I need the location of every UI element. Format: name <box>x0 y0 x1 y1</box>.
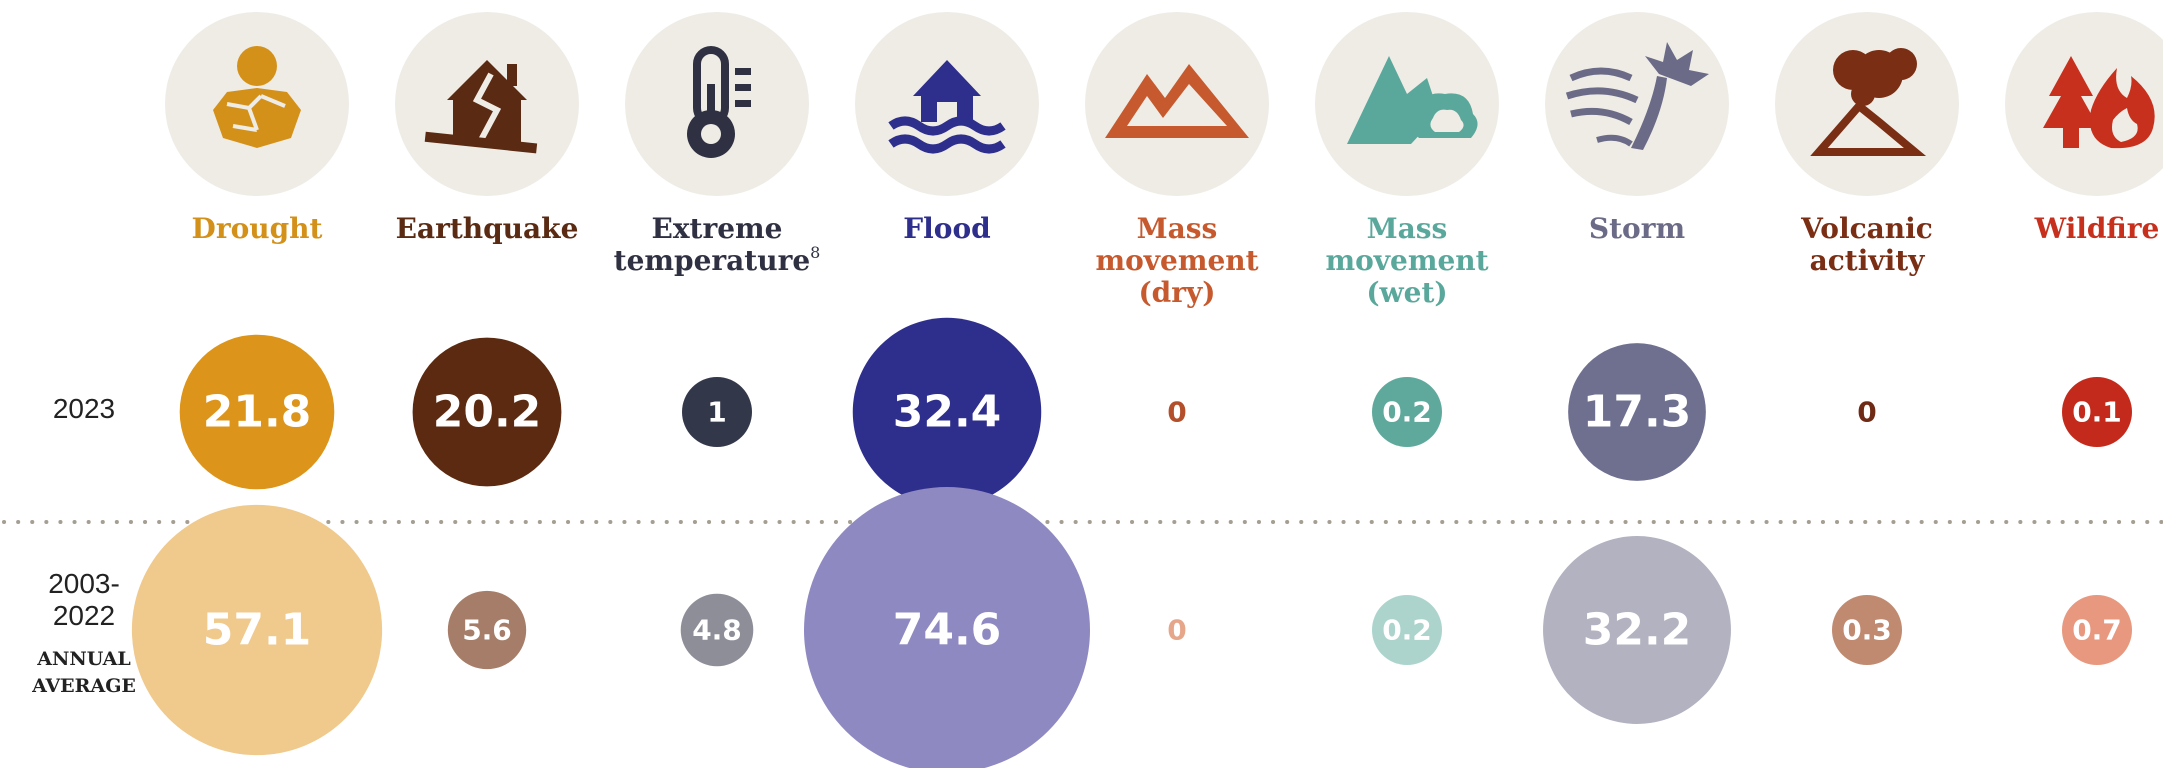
bubble-storm-0 <box>1568 343 1706 481</box>
hazard-label-mass-movement-dry: Mass movement (dry) <box>1095 212 1258 309</box>
bubble-value-flood-0: 32.4 <box>893 387 1002 438</box>
hazard-label-flood: Flood <box>903 212 990 245</box>
bubble-flood-0 <box>852 317 1042 507</box>
drought-icon <box>213 46 301 148</box>
bubble-extreme-temperature-1 <box>680 593 754 667</box>
bubble-value-mass-movement-dry-1: 0 <box>1167 614 1186 647</box>
hazard-label-drought: Drought <box>192 212 323 245</box>
bubble-value-mass-movement-wet-1: 0.2 <box>1382 614 1432 647</box>
hazard-label-storm: Storm <box>1589 212 1685 245</box>
flooded-house-icon <box>888 60 1006 154</box>
bubble-value-wildfire-0: 0.1 <box>2072 396 2122 429</box>
bubble-value-drought-0: 21.8 <box>203 387 312 438</box>
storm-wind-icon <box>1565 42 1709 150</box>
bubble-value-extreme-temperature-1: 4.8 <box>692 614 742 647</box>
row-label-0: 2023 <box>53 393 115 424</box>
bubbles: 21.8 20.2 1 32.4 0 0.2 17.3 0 0.1 57.1 5.6 4.8 74.6 0… <box>131 317 2132 768</box>
hazard-label-extreme-temperature: Extreme temperature8 <box>614 212 821 277</box>
bubble-value-volcanic-activity-1: 0.3 <box>1842 614 1892 647</box>
storm-icon-circle <box>1545 12 1729 196</box>
bubble-storm-1 <box>1543 536 1731 724</box>
bubble-value-storm-0: 17.3 <box>1583 387 1692 438</box>
row-sublabel-1: ANNUAL AVERAGE <box>31 648 136 697</box>
bubble-volcanic-activity-1 <box>1832 595 1902 665</box>
bubble-mass-movement-wet-0 <box>1372 377 1442 447</box>
bubble-value-drought-1: 57.1 <box>203 605 312 656</box>
bubble-earthquake-1 <box>447 590 527 670</box>
bubble-flood-1 <box>804 487 1090 768</box>
bubble-wildfire-1 <box>2062 595 2132 665</box>
bubble-value-wildfire-1: 0.7 <box>2072 614 2122 647</box>
bubble-mass-movement-wet-1 <box>1372 595 1442 665</box>
hazard-labels: Drought Earthquake Extreme temperature8 Floo… <box>192 212 2160 309</box>
wildfire-icon <box>2043 56 2155 149</box>
hazard-icons <box>165 12 2163 196</box>
earthquake-house-icon <box>424 60 538 154</box>
bubble-value-mass-movement-dry-0: 0 <box>1167 396 1186 429</box>
bubble-value-extreme-temperature-0: 1 <box>707 396 726 429</box>
thermometer-icon <box>687 46 751 158</box>
bubble-drought-0 <box>179 334 335 490</box>
bubble-value-mass-movement-wet-0: 0.2 <box>1382 396 1432 429</box>
extreme-temperature-icon-circle <box>625 12 809 196</box>
bubble-value-earthquake-0: 20.2 <box>433 387 542 438</box>
bubble-drought-1 <box>131 504 383 756</box>
bubble-value-flood-1: 74.6 <box>893 605 1002 656</box>
row-label-1: 2003-2022 <box>48 568 120 631</box>
hazard-label-mass-movement-wet: Mass movement (wet) <box>1325 212 1488 309</box>
bubble-value-storm-1: 32.2 <box>1583 605 1692 656</box>
bubble-earthquake-0 <box>412 337 562 487</box>
mountain-icon <box>1105 64 1249 138</box>
hazard-label-volcanic-activity: Volcanic activity <box>1800 212 1933 277</box>
bubble-value-volcanic-activity-0: 0 <box>1857 396 1876 429</box>
volcano-icon <box>1810 48 1927 156</box>
bubble-value-earthquake-1: 5.6 <box>462 614 512 647</box>
bubble-wildfire-0 <box>2062 377 2132 447</box>
hazard-label-earthquake: Earthquake <box>396 212 579 245</box>
row-labels: 2023 2003-2022 ANNUAL AVERAGE <box>31 393 136 697</box>
hazard-label-wildfire: Wildfire <box>2034 212 2160 245</box>
bubble-extreme-temperature-0 <box>682 377 752 447</box>
mountain-rain-icon <box>1347 56 1478 144</box>
